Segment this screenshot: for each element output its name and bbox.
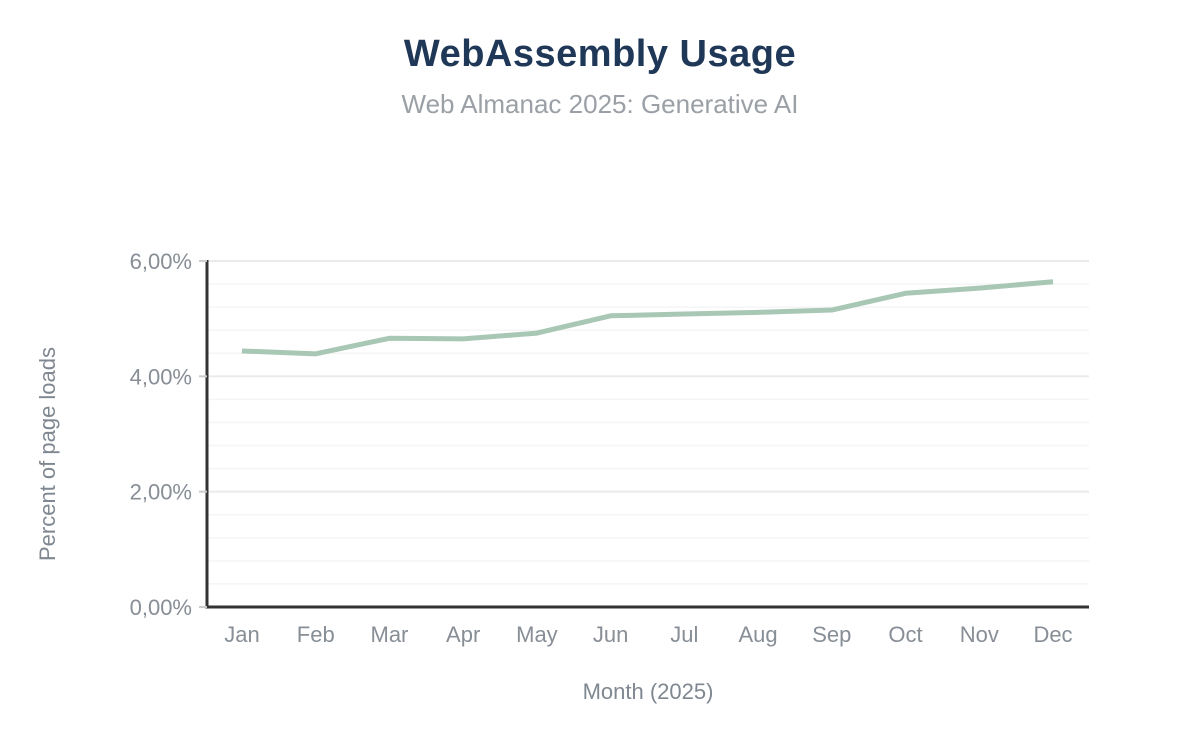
y-tick-label: 4,00%: [130, 364, 192, 389]
x-tick-label: Mar: [371, 622, 409, 647]
x-tick-label: Jan: [224, 622, 259, 647]
x-tick-label: May: [516, 622, 558, 647]
x-tick-label: Aug: [739, 622, 778, 647]
usage-line: [241, 279, 1054, 357]
x-tick-label: Oct: [888, 622, 922, 647]
x-tick-label: Feb: [297, 622, 335, 647]
x-axis-title: Month (2025): [582, 679, 714, 704]
y-tick-label: 2,00%: [130, 480, 192, 505]
x-tick-label: Sep: [812, 622, 851, 647]
x-tick-label: Dec: [1033, 622, 1072, 647]
x-tick-label: Jun: [593, 622, 628, 647]
y-tick-label: 0,00%: [130, 595, 192, 620]
chart-subtitle: Web Almanac 2025: Generative AI: [401, 89, 799, 119]
chart-title: WebAssembly Usage: [403, 33, 797, 75]
x-tick-label: Nov: [960, 622, 999, 647]
x-tick-label: Jul: [670, 622, 698, 647]
y-tick-label: 6,00%: [130, 249, 192, 274]
x-tick-label: Apr: [446, 622, 480, 647]
